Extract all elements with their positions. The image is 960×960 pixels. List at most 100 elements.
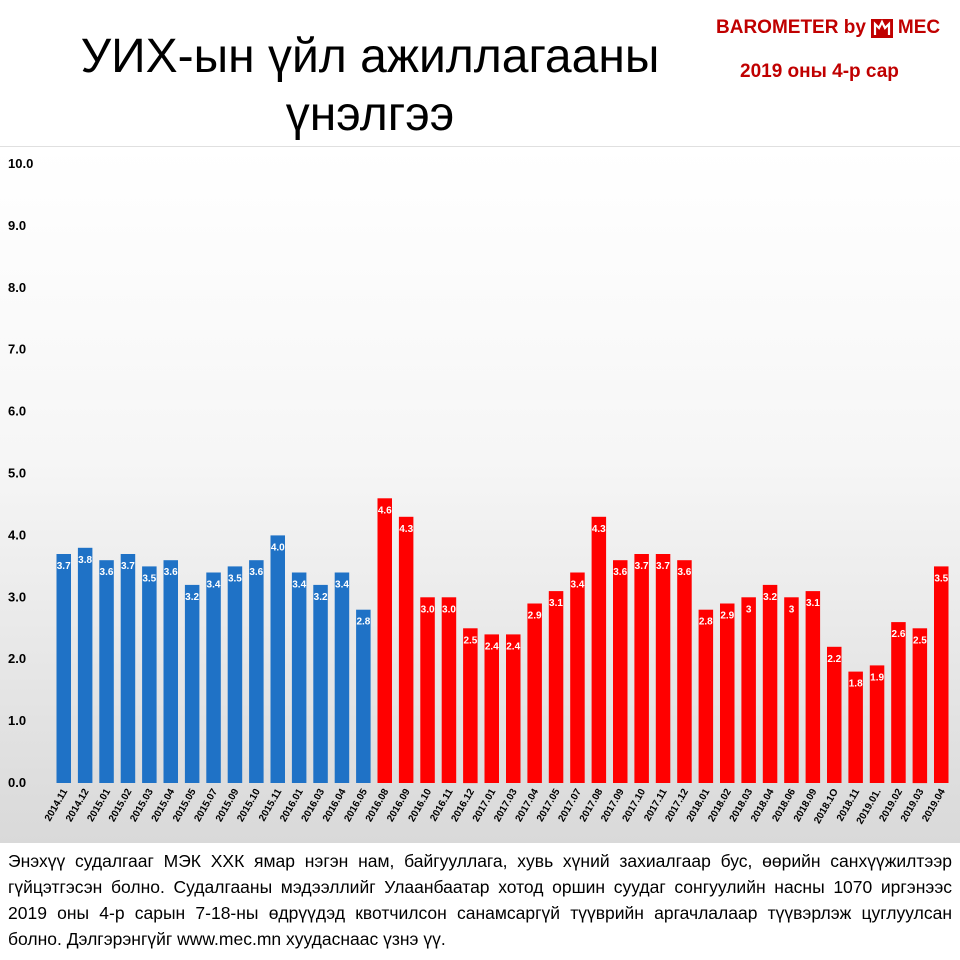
data-label: 3.7 — [656, 561, 670, 572]
y-tick-label: 1.0 — [8, 713, 26, 728]
data-label: 3.5 — [228, 573, 242, 584]
data-label: 3.6 — [249, 567, 263, 578]
bar — [270, 535, 285, 783]
y-tick-label: 9.0 — [8, 218, 26, 233]
mec-logo-icon — [870, 16, 894, 40]
y-tick-label: 7.0 — [8, 342, 26, 357]
brand-name: MEC — [897, 17, 941, 38]
data-label: 2.6 — [892, 629, 906, 640]
bar — [291, 572, 307, 783]
data-label: 4.0 — [271, 542, 285, 553]
y-tick-label: 8.0 — [8, 280, 26, 295]
bar — [56, 554, 71, 783]
bar — [848, 671, 863, 783]
bar — [677, 560, 692, 783]
data-label: 3.6 — [677, 567, 691, 578]
data-label: 2.2 — [827, 654, 841, 665]
data-label: 3.2 — [185, 592, 199, 603]
bar — [313, 584, 328, 783]
bar — [163, 560, 178, 783]
bar — [441, 597, 457, 783]
data-label: 3 — [746, 604, 752, 615]
data-label: 3.0 — [421, 604, 435, 615]
data-label: 3.2 — [763, 592, 777, 603]
methodology-note: Энэхүү судалгааг МЭК ХХК ямар нэгэн нам,… — [8, 851, 952, 949]
data-label: 3.4 — [292, 580, 306, 591]
data-label: 2.5 — [913, 635, 927, 646]
data-label: 3.1 — [549, 598, 563, 609]
data-label: 3.7 — [635, 561, 649, 572]
data-label: 3.6 — [164, 567, 178, 578]
y-tick-label: 10.0 — [8, 156, 33, 171]
data-label: 3.5 — [934, 573, 948, 584]
bar — [142, 566, 157, 783]
bar — [869, 665, 885, 783]
bar — [827, 646, 842, 783]
brand-text: BAROMETER by — [716, 17, 866, 38]
bar — [698, 609, 714, 783]
data-label: 4.3 — [399, 524, 413, 535]
brand-header: BAROMETER by MEC — [716, 16, 956, 40]
y-tick-label: 3.0 — [8, 589, 26, 604]
bar — [570, 572, 585, 783]
bar-chart: 0.01.02.03.04.05.06.07.08.09.010.03.7201… — [8, 156, 949, 826]
bar — [506, 634, 521, 783]
bar — [634, 554, 649, 783]
survey-date: 2019 оны 4-р сар — [740, 61, 899, 82]
data-label: 3.0 — [442, 604, 456, 615]
data-label: 3.6 — [613, 567, 627, 578]
data-label: 2.9 — [528, 611, 542, 622]
data-label: 3.4 — [335, 580, 349, 591]
bar — [184, 584, 200, 783]
chart-background — [0, 146, 960, 843]
bar — [484, 634, 499, 783]
y-tick-label: 2.0 — [8, 651, 26, 666]
bar — [206, 572, 221, 783]
bar — [120, 554, 136, 783]
bar — [784, 597, 799, 783]
bar — [655, 554, 671, 783]
bar — [227, 566, 243, 783]
data-label: 2.8 — [356, 617, 370, 628]
data-label: 2.9 — [720, 611, 734, 622]
data-label: 2.8 — [699, 617, 713, 628]
page-title: УИХ-ын үйл ажиллагааны үнэлгээ — [40, 28, 700, 144]
bar — [99, 560, 114, 783]
data-label: 2.4 — [506, 641, 520, 652]
data-label: 4.3 — [592, 524, 606, 535]
data-label: 3.5 — [142, 573, 156, 584]
data-label: 3.7 — [121, 561, 135, 572]
bar — [912, 628, 928, 784]
bar — [527, 603, 542, 783]
bar — [934, 566, 949, 783]
y-tick-label: 4.0 — [8, 527, 26, 542]
bar — [805, 591, 821, 783]
bar — [591, 516, 607, 783]
y-tick-label: 5.0 — [8, 466, 26, 481]
bar — [77, 547, 93, 783]
title-line-1: УИХ-ын үйл ажиллагааны — [80, 30, 660, 83]
data-label: 3.2 — [314, 592, 328, 603]
bar — [548, 591, 564, 783]
bar — [420, 597, 435, 783]
data-label: 3 — [789, 604, 795, 615]
data-label: 2.5 — [463, 635, 477, 646]
bar — [891, 622, 906, 783]
bar — [249, 560, 264, 783]
bar — [720, 603, 735, 783]
data-label: 3.1 — [806, 598, 820, 609]
data-label: 1.8 — [849, 679, 863, 690]
data-label: 3.4 — [207, 580, 221, 591]
data-label: 3.7 — [57, 561, 71, 572]
data-label: 2.4 — [485, 641, 499, 652]
title-line-2: үнэлгээ — [285, 88, 455, 141]
bar — [356, 609, 371, 783]
data-label: 3.8 — [78, 555, 92, 566]
bar — [613, 560, 628, 783]
y-tick-label: 6.0 — [8, 404, 26, 419]
bar — [398, 516, 414, 783]
bar — [741, 597, 756, 783]
bar — [762, 584, 778, 783]
bar — [377, 498, 392, 783]
data-label: 1.9 — [870, 672, 884, 683]
